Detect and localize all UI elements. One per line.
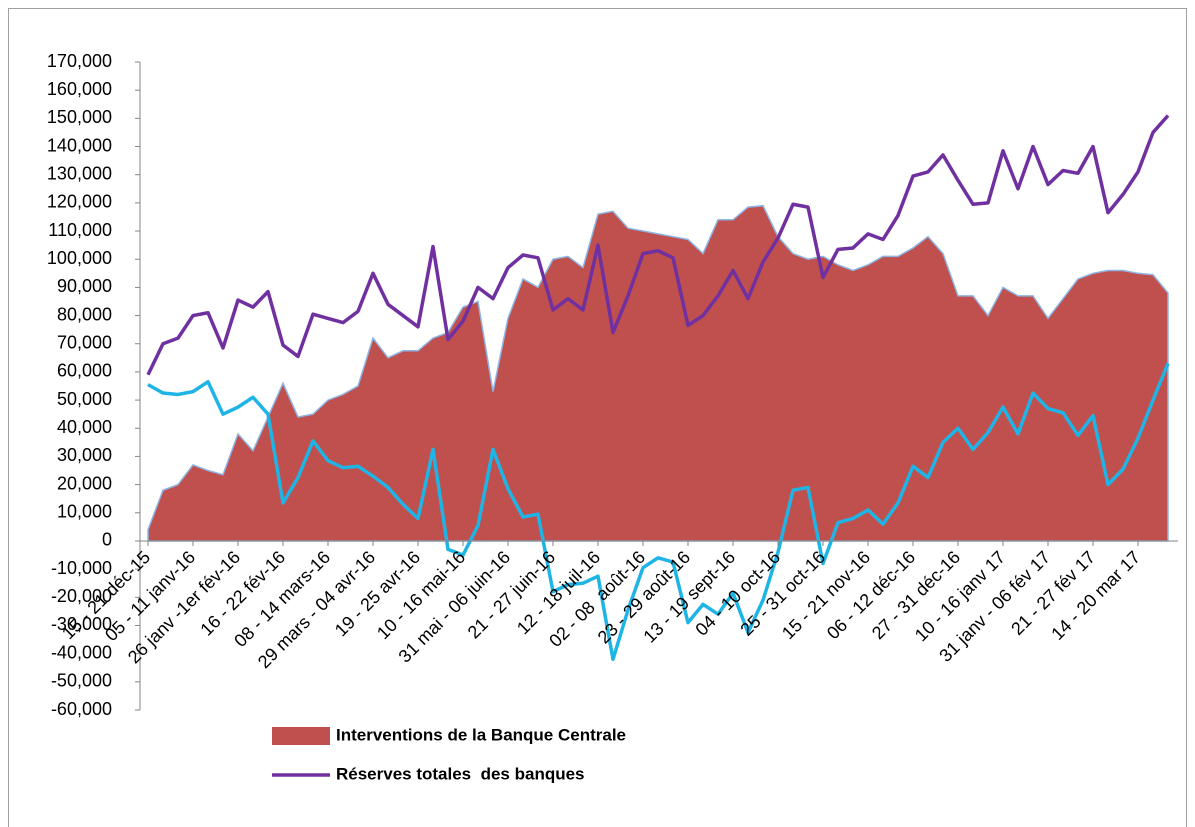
y-tick-label: 20,000 xyxy=(57,473,112,493)
y-tick-label: 130,000 xyxy=(47,163,112,183)
y-tick-label: -30,000 xyxy=(51,614,112,634)
y-tick-label: -60,000 xyxy=(51,699,112,719)
area xyxy=(147,204,1169,542)
legend-label: Réserves totales des banques xyxy=(336,764,585,783)
y-tick-label: 90,000 xyxy=(57,276,112,296)
y-tick-label: 140,000 xyxy=(47,135,112,155)
legend-label: Interventions de la Banque Centrale xyxy=(336,725,626,744)
chart-frame xyxy=(8,8,1187,827)
line xyxy=(146,114,1170,376)
y-tick-label: -10,000 xyxy=(51,558,112,578)
y-tick-label: 150,000 xyxy=(47,107,112,127)
y-tick-label: -20,000 xyxy=(51,586,112,606)
y-tick-label: 10,000 xyxy=(57,502,112,522)
y-tick-label: 50,000 xyxy=(57,389,112,409)
y-tick-label: 170,000 xyxy=(47,51,112,71)
y-tick-label: 110,000 xyxy=(48,220,112,240)
y-tick-label: 120,000 xyxy=(47,192,112,212)
y-tick-label: 40,000 xyxy=(57,417,112,437)
y-tick-label: -50,000 xyxy=(51,671,112,691)
y-tick-label: 0 xyxy=(102,530,112,550)
y-tick-label: 100,000 xyxy=(47,248,112,268)
legend-swatch xyxy=(272,727,330,745)
y-tick-label: 30,000 xyxy=(57,445,112,465)
y-tick-label: 60,000 xyxy=(57,361,112,381)
y-tick-label: 160,000 xyxy=(47,79,112,99)
y-tick-label: 70,000 xyxy=(57,332,112,352)
y-tick-label: -40,000 xyxy=(51,642,112,662)
y-tick-label: 80,000 xyxy=(57,304,112,324)
line xyxy=(147,362,1170,662)
